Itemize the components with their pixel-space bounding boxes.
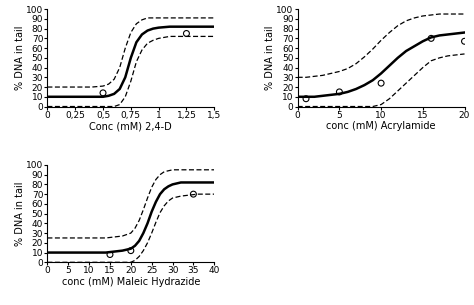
Y-axis label: % DNA in tail: % DNA in tail xyxy=(15,26,25,90)
Point xyxy=(336,89,343,94)
Point xyxy=(377,81,385,86)
Point xyxy=(99,91,107,95)
X-axis label: conc (mM) Maleic Hydrazide: conc (mM) Maleic Hydrazide xyxy=(62,277,200,287)
Point xyxy=(428,36,435,41)
X-axis label: Conc (mM) 2,4-D: Conc (mM) 2,4-D xyxy=(90,121,172,131)
Point xyxy=(302,96,310,101)
Y-axis label: % DNA in tail: % DNA in tail xyxy=(265,26,275,90)
X-axis label: conc (mM) Acrylamide: conc (mM) Acrylamide xyxy=(326,121,436,131)
Point xyxy=(127,248,135,253)
Point xyxy=(461,39,468,44)
Point xyxy=(106,252,114,257)
Point xyxy=(190,192,197,197)
Point xyxy=(182,31,190,36)
Y-axis label: % DNA in tail: % DNA in tail xyxy=(15,181,25,246)
